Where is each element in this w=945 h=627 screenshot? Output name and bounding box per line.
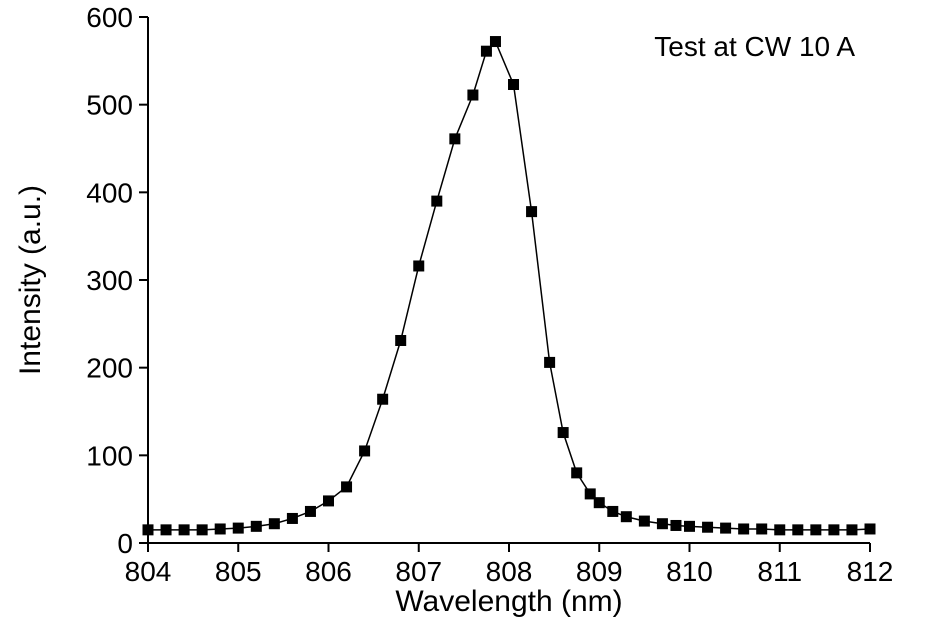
data-series-group (142, 36, 876, 536)
data-point-marker (670, 519, 682, 531)
x-tick-label: 809 (576, 556, 623, 587)
y-tick-label: 300 (86, 265, 133, 296)
data-point-marker (413, 260, 425, 272)
data-point-marker (720, 522, 732, 534)
x-axis-title: Wavelength (nm) (395, 585, 622, 618)
data-point-marker (359, 445, 371, 457)
data-point-marker (620, 511, 632, 523)
data-point-marker (571, 467, 583, 479)
data-point-marker (214, 523, 226, 535)
data-point-marker (828, 524, 840, 536)
data-point-marker (431, 195, 443, 207)
data-point-marker (142, 524, 154, 536)
y-tick-label: 600 (86, 2, 133, 33)
data-point-marker (232, 522, 244, 534)
data-point-marker (607, 505, 619, 517)
data-point-marker (638, 515, 650, 527)
data-point-marker (467, 89, 479, 101)
data-point-marker (268, 518, 280, 530)
data-point-marker (377, 393, 389, 405)
x-tick-label: 808 (486, 556, 533, 587)
data-point-marker (774, 524, 786, 536)
data-point-marker (489, 36, 501, 48)
data-point-marker (756, 523, 768, 535)
data-point-marker (584, 488, 596, 500)
data-point-marker (810, 524, 822, 536)
data-point-marker (196, 524, 208, 536)
x-tick-label: 811 (757, 556, 802, 587)
data-point-marker (304, 505, 316, 517)
data-point-marker (738, 523, 750, 535)
data-point-marker (526, 206, 538, 218)
data-point-marker (544, 356, 556, 368)
data-point-marker (508, 79, 520, 91)
data-point-marker (864, 523, 876, 535)
data-point-marker (160, 524, 172, 536)
data-point-marker (323, 495, 334, 507)
y-tick-label: 500 (86, 90, 133, 121)
x-tick-label: 812 (847, 556, 894, 587)
y-tick-label: 0 (117, 528, 133, 559)
data-point-marker (178, 524, 190, 536)
data-point-marker (395, 334, 407, 346)
data-point-marker (250, 520, 262, 532)
data-point-marker (557, 427, 569, 439)
data-point-marker (593, 497, 605, 509)
data-point-marker (684, 520, 695, 532)
data-point-marker (702, 521, 714, 533)
y-axis-title: Intensity (a.u.) (14, 185, 47, 375)
data-point-marker (341, 481, 353, 493)
data-point-marker (656, 518, 668, 530)
y-tick-label: 400 (86, 177, 133, 208)
axes-group: 804 805 806 807 808 809 810 811 812 0 100 200 300 400… (86, 2, 893, 587)
y-tick-label: 200 (86, 353, 133, 384)
x-tick-label: 810 (666, 556, 713, 587)
x-tick-label: 804 (125, 556, 172, 587)
y-tick-label: 100 (86, 440, 133, 471)
data-point-marker (792, 524, 804, 536)
annotation-label: Test at CW 10 A (654, 31, 855, 62)
data-point-marker (846, 524, 858, 536)
data-point-marker (286, 512, 298, 524)
data-point-marker (449, 133, 461, 145)
x-tick-label: 805 (215, 556, 262, 587)
x-tick-label: 807 (395, 556, 442, 587)
x-tick-label: 806 (305, 556, 352, 587)
data-point-marker (480, 45, 492, 57)
series-line (148, 40, 871, 531)
